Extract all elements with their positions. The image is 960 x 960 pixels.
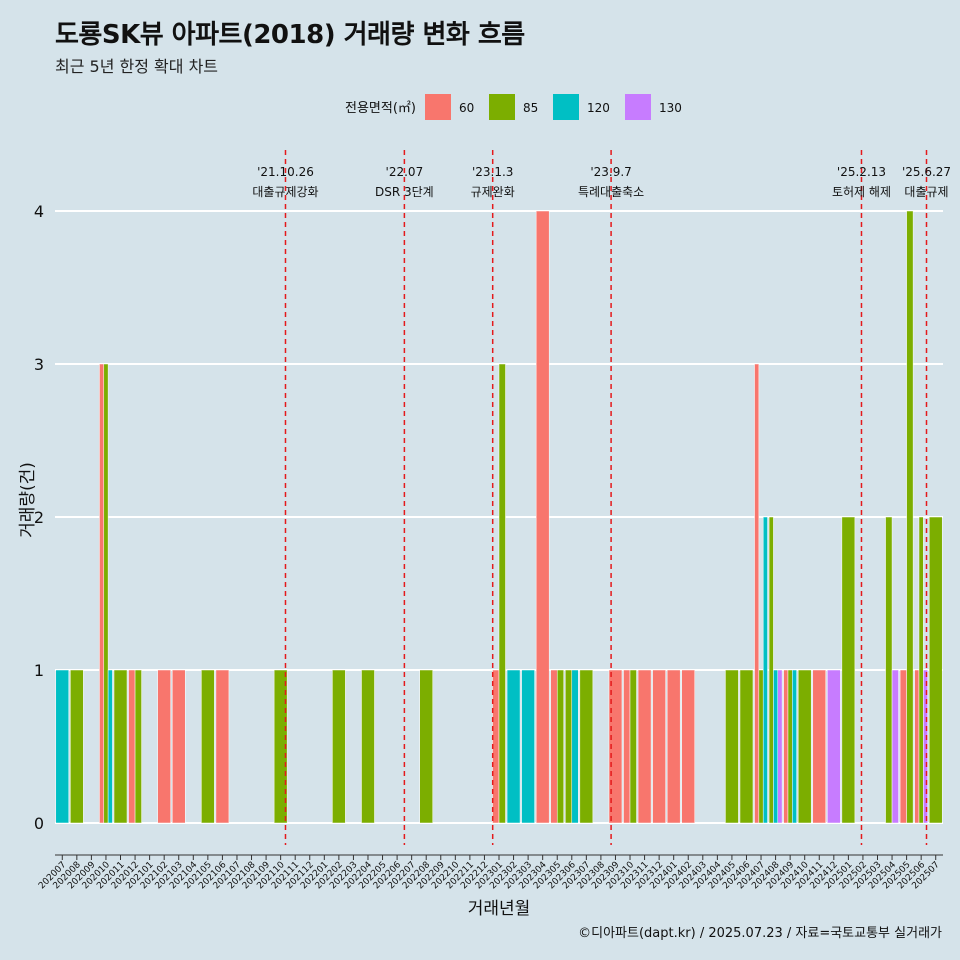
bar-202301-60: [492, 669, 500, 824]
legend-swatch-130: [625, 94, 651, 120]
bar-202410-85: [797, 669, 812, 824]
bar-202505-60: [899, 669, 907, 824]
legend-label-130: 130: [659, 101, 682, 115]
event-label: DSR 3단계: [375, 185, 434, 199]
bar-202405-85: [725, 669, 739, 824]
bar-202305-85: [556, 669, 564, 824]
bar-202407-120: [762, 516, 768, 824]
bar-202310-60: [623, 669, 631, 824]
bar-202409-85: [787, 669, 793, 824]
event-label: 대출규제강화: [252, 185, 318, 199]
x-axis-title: 거래년월: [468, 899, 531, 919]
bar-202110-85: [273, 669, 288, 824]
bar-202301-85: [498, 363, 506, 824]
y-tick-label: 1: [34, 661, 44, 680]
event-label: 토허제 해제: [832, 185, 891, 199]
bar-202007-120: [55, 669, 70, 824]
bar-202011-85: [113, 669, 128, 824]
bar-202202-85: [332, 669, 346, 824]
event-date-label: '22.07: [386, 165, 424, 179]
bar-202507-85: [928, 516, 943, 824]
bar-202409-120: [792, 669, 797, 824]
bar-202501-85: [841, 516, 856, 824]
bar-202406-85: [739, 669, 754, 824]
legend-label-85: 85: [523, 101, 538, 115]
bar-202309-60: [608, 669, 623, 824]
bar-202504-130: [891, 669, 899, 824]
bar-202306-120: [571, 669, 579, 824]
legend-title: 전용면적(㎡): [345, 101, 416, 116]
bar-202102-60: [157, 669, 171, 824]
event-label: 대출규제: [904, 185, 948, 199]
event-label: 특례대출축소: [578, 185, 644, 199]
bar-202505-85: [906, 210, 914, 824]
event-date-label: '23.1.3: [472, 165, 513, 179]
bar-202312-60: [652, 669, 666, 824]
credit-text: ©디아파트(dapt.kr) / 2025.07.23 / 자료=국토교통부 실…: [578, 926, 942, 941]
event-date-label: '25.2.13: [837, 165, 886, 179]
bar-202411-60: [812, 669, 827, 824]
y-tick-label: 4: [34, 202, 44, 221]
bar-202208-85: [419, 669, 433, 824]
bar-202303-120: [521, 669, 535, 824]
bar-202407-60: [754, 363, 760, 824]
bar-202106-60: [215, 669, 230, 824]
legend-swatch-60: [425, 94, 451, 120]
bar-202307-85: [579, 669, 594, 824]
bar-202409-60: [783, 669, 789, 824]
bar-202306-85: [565, 669, 573, 824]
bar-202408-130: [777, 669, 783, 824]
y-tick-label: 2: [34, 508, 44, 527]
bar-202401-60: [666, 669, 681, 824]
bar-202504-85: [885, 516, 893, 824]
bar-202302-120: [506, 669, 521, 824]
bar-202305-60: [550, 669, 558, 824]
bar-202105-85: [201, 669, 215, 824]
bar-202010-85: [103, 363, 109, 824]
bar-202311-60: [637, 669, 652, 824]
bar-202204-85: [361, 669, 375, 824]
y-axis-title: 거래량(건): [18, 462, 38, 538]
bar-202506-85: [918, 516, 924, 824]
event-date-label: '21.10.26: [257, 165, 314, 179]
bar-202408-120: [773, 669, 779, 824]
event-label: 규제완화: [471, 185, 515, 199]
y-tick-label: 0: [34, 814, 44, 833]
chart-subtitle: 최근 5년 한정 확대 차트: [55, 57, 219, 76]
legend-swatch-120: [553, 94, 579, 120]
bar-202012-85: [134, 669, 142, 824]
chart-title: 도룡SK뷰 아파트(2018) 거래량 변화 흐름: [55, 20, 525, 50]
bar-202408-85: [768, 516, 774, 824]
legend-label-60: 60: [459, 101, 474, 115]
bar-202402-60: [681, 669, 695, 824]
bar-202010-120: [107, 669, 113, 824]
bar-202506-130: [923, 669, 928, 824]
bar-202103-60: [171, 669, 186, 824]
bar-202008-85: [70, 669, 84, 824]
bar-202412-130: [827, 669, 841, 824]
bar-202304-60: [535, 210, 550, 824]
bar-202407-85: [758, 669, 764, 824]
bar-202310-85: [629, 669, 637, 824]
event-date-label: '23.9.7: [590, 165, 631, 179]
bar-202012-60: [128, 669, 136, 824]
bar-202010-60: [99, 363, 105, 824]
legend-label-120: 120: [587, 101, 610, 115]
y-tick-label: 3: [34, 355, 44, 374]
event-date-label: '25.6.27: [902, 165, 951, 179]
legend-swatch-85: [489, 94, 515, 120]
bar-202506-60: [914, 669, 920, 824]
